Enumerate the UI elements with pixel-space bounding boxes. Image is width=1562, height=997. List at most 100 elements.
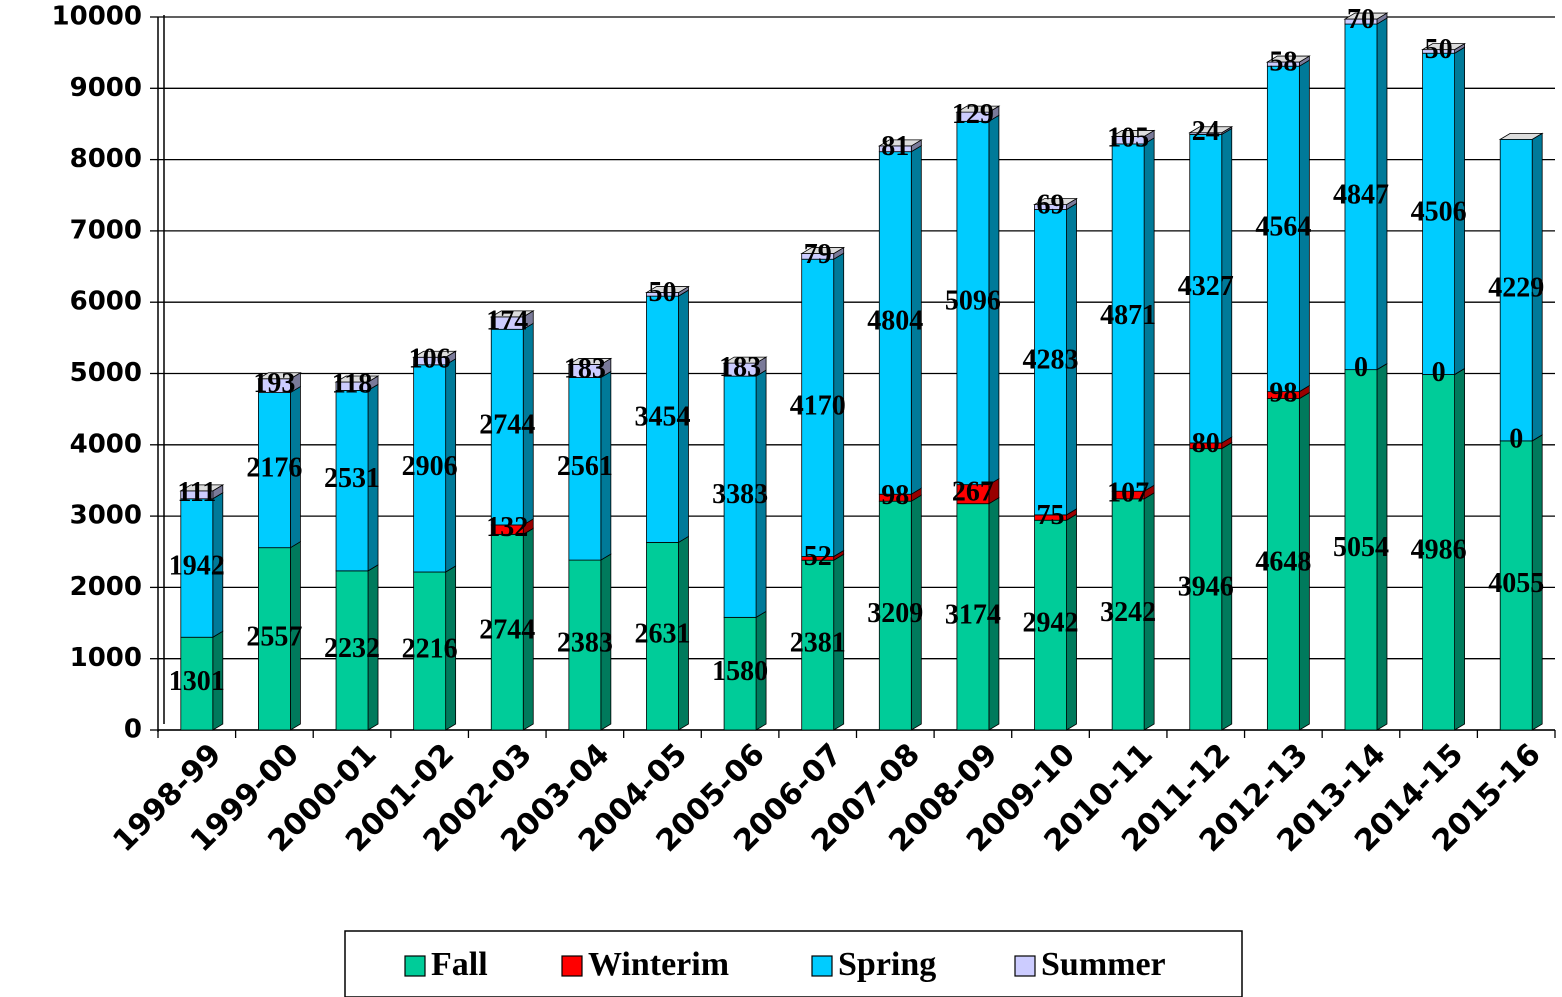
data-label: 2531 xyxy=(324,463,380,494)
data-label: 3454 xyxy=(634,402,690,433)
data-label: 183 xyxy=(719,352,761,383)
y-tick-label: 10000 xyxy=(52,2,142,32)
bar xyxy=(646,295,679,543)
data-label: 2557 xyxy=(246,621,302,652)
data-label: 106 xyxy=(409,343,451,374)
data-label: 4229 xyxy=(1488,273,1544,304)
y-tick-label: 6000 xyxy=(70,287,142,317)
bar-top xyxy=(1265,55,1311,63)
data-label: 0 xyxy=(1354,352,1368,383)
data-label: 5096 xyxy=(945,285,1001,316)
legend-swatch xyxy=(1014,955,1036,977)
data-label: 4283 xyxy=(1023,345,1079,376)
data-label: 1942 xyxy=(169,550,225,581)
legend-swatch xyxy=(404,955,426,977)
data-label: 183 xyxy=(564,353,606,384)
data-label: 24 xyxy=(1192,116,1220,147)
bar xyxy=(1034,209,1067,516)
bar xyxy=(1034,519,1067,731)
bar-top xyxy=(722,356,768,364)
bar-top xyxy=(567,358,613,365)
bar xyxy=(723,375,757,618)
bar xyxy=(1189,448,1223,731)
data-label: 4804 xyxy=(867,305,923,336)
data-label: 50 xyxy=(1425,34,1453,65)
bar-top xyxy=(412,350,458,358)
bar xyxy=(723,616,757,731)
data-label: 52 xyxy=(804,541,832,572)
y-tick-label: 7000 xyxy=(70,215,142,245)
bar xyxy=(1266,65,1300,393)
data-label: 4055 xyxy=(1488,568,1544,599)
y-tick-label: 5000 xyxy=(70,358,142,388)
data-label: 80 xyxy=(1192,428,1220,459)
data-label: 2631 xyxy=(634,619,690,650)
legend-label: Summer xyxy=(1041,946,1166,983)
bar-top xyxy=(1343,12,1389,20)
bar xyxy=(490,533,524,731)
data-label: 4506 xyxy=(1411,196,1467,227)
data-label: 4847 xyxy=(1333,179,1389,210)
data-label: 2176 xyxy=(246,453,302,484)
data-label: 4170 xyxy=(790,390,846,421)
bar xyxy=(1499,440,1533,731)
data-label: 105 xyxy=(1107,123,1149,154)
y-tick-label: 1000 xyxy=(70,643,142,673)
y-tick-label: 2000 xyxy=(70,572,142,602)
bar xyxy=(335,389,369,572)
legend-swatch xyxy=(561,955,583,977)
data-label: 75 xyxy=(1037,500,1065,531)
bar xyxy=(1422,374,1455,731)
bar xyxy=(1344,369,1378,731)
bar-top xyxy=(877,139,923,147)
bar xyxy=(180,636,214,731)
bar xyxy=(1499,138,1533,442)
data-label: 4564 xyxy=(1255,211,1311,242)
data-label: 4648 xyxy=(1255,547,1311,578)
data-label: 2216 xyxy=(402,633,458,664)
data-label: 1580 xyxy=(712,656,768,687)
bar xyxy=(568,559,602,731)
bar xyxy=(1111,498,1145,731)
bar-top xyxy=(1421,43,1467,51)
bar xyxy=(1422,52,1455,375)
bar xyxy=(646,542,679,731)
data-label: 3209 xyxy=(867,598,923,629)
bar-top xyxy=(1188,126,1234,134)
data-label: 0 xyxy=(1432,357,1446,388)
data-label: 0 xyxy=(1509,423,1523,454)
y-tick-label: 4000 xyxy=(70,429,142,459)
data-label: 2744 xyxy=(479,410,535,441)
legend-label: Fall xyxy=(431,946,488,983)
bar-top xyxy=(334,375,380,383)
bar-top xyxy=(1110,130,1156,137)
bar-top xyxy=(179,484,225,492)
bar-top xyxy=(955,105,1001,113)
bar xyxy=(490,328,524,526)
data-label: 50 xyxy=(648,277,676,308)
bar xyxy=(413,364,447,573)
data-label: 2906 xyxy=(402,451,458,482)
data-label: 5054 xyxy=(1333,532,1389,563)
legend-box xyxy=(344,930,1243,997)
bar-top xyxy=(800,247,846,254)
data-label: 1301 xyxy=(169,666,225,697)
bar xyxy=(413,571,447,731)
data-label: 4327 xyxy=(1178,271,1234,302)
data-label: 2942 xyxy=(1023,608,1079,639)
data-label: 2561 xyxy=(557,451,613,482)
bar-top xyxy=(256,372,302,380)
data-label: 4986 xyxy=(1411,535,1467,566)
data-label: 79 xyxy=(804,239,832,270)
data-label: 174 xyxy=(486,306,528,337)
bar-top xyxy=(489,310,535,318)
bar xyxy=(801,559,835,731)
data-label: 107 xyxy=(1107,477,1149,508)
data-label: 267 xyxy=(952,477,994,508)
legend-label: Winterim xyxy=(588,946,729,983)
data-label: 3946 xyxy=(1178,572,1234,603)
data-label: 98 xyxy=(1269,378,1297,409)
data-label: 2232 xyxy=(324,633,380,664)
data-label: 4871 xyxy=(1100,300,1156,331)
data-label: 58 xyxy=(1269,47,1297,78)
